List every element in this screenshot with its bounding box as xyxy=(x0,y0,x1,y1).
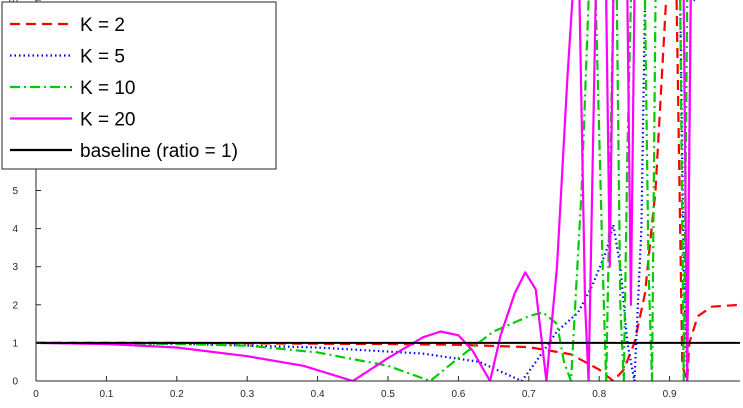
series-line-k-5 xyxy=(36,0,698,381)
x-tick-label: 0.4 xyxy=(311,389,325,400)
x-tick-label: 0.7 xyxy=(522,389,536,400)
y-tick-label: 3 xyxy=(12,262,18,273)
y-tick-label: 2 xyxy=(12,300,18,311)
legend-label-k-10: K = 10 xyxy=(80,78,135,99)
y-tick-label: 0 xyxy=(12,377,18,388)
y-tick-label: 5 xyxy=(12,186,18,197)
legend: K = 2 K = 5 K = 10 K = 20 baseline (ratio = … xyxy=(1,1,277,170)
y-tick-label: 4 xyxy=(12,224,18,235)
legend-label-k-2: K = 2 xyxy=(80,15,125,36)
x-tick-label: 0.9 xyxy=(663,389,677,400)
x-tick-label: 0.8 xyxy=(592,389,606,400)
legend-label-k-20: K = 20 xyxy=(80,110,135,131)
legend-label-k-5: K = 5 xyxy=(80,47,125,68)
legend-label-baseline-ratio-1: baseline (ratio = 1) xyxy=(80,141,238,162)
x-tick-label: 0.3 xyxy=(240,389,254,400)
series-layer xyxy=(36,0,740,381)
x-tick-label: 0.2 xyxy=(170,389,184,400)
x-tick-label: 0.5 xyxy=(381,389,395,400)
x-tick-label: 0.6 xyxy=(451,389,465,400)
x-tick-label: 0 xyxy=(33,389,39,400)
y-tick-label: 1 xyxy=(12,338,18,349)
legend-box xyxy=(1,1,277,170)
x-tick-label: 0.1 xyxy=(99,389,113,400)
